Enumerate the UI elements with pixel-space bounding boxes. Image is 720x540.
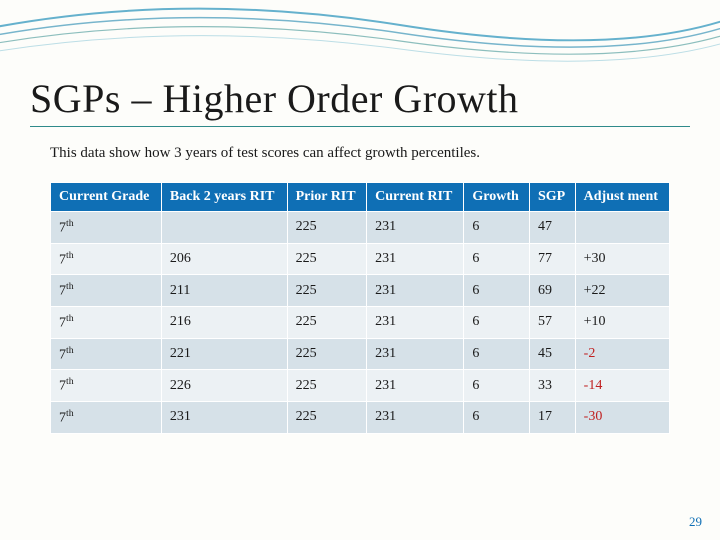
table-cell: 221 [161, 338, 287, 370]
table-cell: 225 [287, 306, 367, 338]
table-cell: +22 [575, 275, 669, 307]
col-prior-rit: Prior RIT [287, 183, 367, 212]
table-cell: 225 [287, 401, 367, 433]
table-cell: 47 [529, 212, 575, 244]
table-cell: 225 [287, 243, 367, 275]
table-cell: 6 [464, 370, 530, 402]
table-row: 7th221225231645-2 [51, 338, 670, 370]
table-cell: 77 [529, 243, 575, 275]
col-back2: Back 2 years RIT [161, 183, 287, 212]
table-cell: 216 [161, 306, 287, 338]
table-row: 7th216225231657+10 [51, 306, 670, 338]
table-cell: 211 [161, 275, 287, 307]
table-cell [575, 212, 669, 244]
table-cell: 7th [51, 370, 162, 402]
table-cell: 225 [287, 338, 367, 370]
table-row: 7th231225231617-30 [51, 401, 670, 433]
col-growth: Growth [464, 183, 530, 212]
table-cell: +30 [575, 243, 669, 275]
table-cell: 226 [161, 370, 287, 402]
table-cell: 225 [287, 370, 367, 402]
table-cell: 6 [464, 275, 530, 307]
table-cell: 33 [529, 370, 575, 402]
table-cell: -30 [575, 401, 669, 433]
table-cell: 7th [51, 275, 162, 307]
table-row: 7th206225231677+30 [51, 243, 670, 275]
table-cell: 231 [367, 338, 464, 370]
table-cell: 7th [51, 338, 162, 370]
table-cell: -14 [575, 370, 669, 402]
table-cell: 231 [367, 212, 464, 244]
table-cell: 231 [161, 401, 287, 433]
table-cell: 225 [287, 275, 367, 307]
table-cell [161, 212, 287, 244]
table-cell: 7th [51, 243, 162, 275]
data-table: Current Grade Back 2 years RIT Prior RIT… [50, 182, 670, 434]
table-cell: 17 [529, 401, 575, 433]
table-cell: 206 [161, 243, 287, 275]
col-sgp: SGP [529, 183, 575, 212]
table-cell: 6 [464, 401, 530, 433]
subtitle: This data show how 3 years of test score… [50, 145, 690, 162]
table-cell: 6 [464, 338, 530, 370]
table-cell: 6 [464, 212, 530, 244]
table-cell: 231 [367, 306, 464, 338]
page-number: 29 [689, 514, 702, 530]
table-cell: 231 [367, 401, 464, 433]
table-cell: 231 [367, 370, 464, 402]
table-cell: 69 [529, 275, 575, 307]
table-cell: 45 [529, 338, 575, 370]
table-cell: 57 [529, 306, 575, 338]
table-row: 7th211225231669+22 [51, 275, 670, 307]
col-current-rit: Current RIT [367, 183, 464, 212]
col-current-grade: Current Grade [51, 183, 162, 212]
table-cell: 7th [51, 306, 162, 338]
table-header-row: Current Grade Back 2 years RIT Prior RIT… [51, 183, 670, 212]
table-cell: -2 [575, 338, 669, 370]
table-row: 7th 225231647 [51, 212, 670, 244]
page-title: SGPs – Higher Order Growth [30, 75, 690, 127]
table-cell: 7th [51, 401, 162, 433]
table-cell: 7th [51, 212, 162, 244]
table-cell: 231 [367, 275, 464, 307]
table-cell: +10 [575, 306, 669, 338]
col-adjustment: Adjust ment [575, 183, 669, 212]
table-cell: 231 [367, 243, 464, 275]
table-row: 7th226225231633-14 [51, 370, 670, 402]
table-cell: 6 [464, 243, 530, 275]
table-cell: 225 [287, 212, 367, 244]
table-cell: 6 [464, 306, 530, 338]
